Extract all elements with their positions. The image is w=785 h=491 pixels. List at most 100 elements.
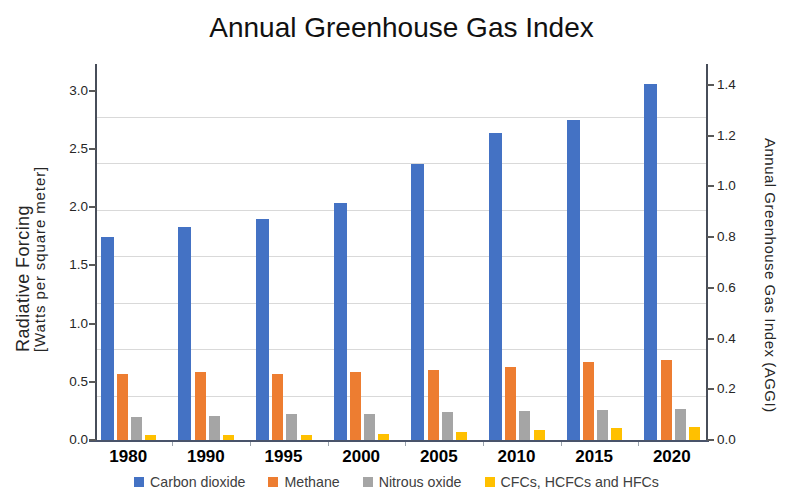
left-axis-tick bbox=[89, 323, 96, 325]
legend-item: Nitrous oxide bbox=[363, 474, 462, 490]
left-axis-tick bbox=[89, 439, 96, 441]
x-axis-line bbox=[89, 440, 709, 442]
gridline bbox=[97, 163, 706, 164]
bar-carbon-dioxide bbox=[644, 84, 657, 440]
bar-methane bbox=[428, 370, 439, 440]
bar-methane bbox=[272, 374, 283, 440]
bar-methane bbox=[505, 367, 516, 440]
x-axis-category-label: 1990 bbox=[176, 448, 236, 466]
left-axis-tick-label: 1.5 bbox=[40, 257, 88, 273]
left-axis-title-line1: Radiative Forcing bbox=[15, 166, 32, 352]
bar-methane bbox=[117, 374, 128, 440]
bar-cfcs-hcfcs-and-hfcs bbox=[456, 432, 467, 440]
bar-carbon-dioxide bbox=[411, 164, 424, 440]
bar-cfcs-hcfcs-and-hfcs bbox=[145, 435, 156, 440]
bar-nitrous-oxide bbox=[131, 417, 142, 440]
right-axis-tick-label: 1.2 bbox=[717, 128, 761, 144]
right-axis-tick-label: 0.6 bbox=[717, 280, 761, 296]
gridline bbox=[97, 117, 706, 118]
left-axis-tick-label: 0.5 bbox=[40, 374, 88, 390]
bar-nitrous-oxide bbox=[519, 411, 530, 440]
left-axis-tick bbox=[89, 381, 96, 383]
right-axis-tick-label: 1.4 bbox=[717, 77, 761, 93]
x-axis-category-label: 2000 bbox=[331, 448, 391, 466]
legend-swatch-icon bbox=[363, 477, 373, 487]
right-axis-tick bbox=[707, 287, 714, 289]
legend-item: Carbon dioxide bbox=[134, 474, 245, 490]
bar-cfcs-hcfcs-and-hfcs bbox=[378, 434, 389, 440]
left-axis-tick-label: 1.0 bbox=[40, 316, 88, 332]
bar-methane bbox=[583, 362, 594, 440]
bar-cfcs-hcfcs-and-hfcs bbox=[689, 427, 700, 440]
bar-carbon-dioxide bbox=[101, 237, 114, 440]
x-axis-tick bbox=[483, 442, 484, 446]
bar-nitrous-oxide bbox=[286, 414, 297, 440]
bar-cfcs-hcfcs-and-hfcs bbox=[534, 430, 545, 440]
right-axis-tick-label: 0.8 bbox=[717, 229, 761, 245]
legend-item: CFCs, HCFCs and HFCs bbox=[485, 474, 659, 490]
x-axis-category-label: 1980 bbox=[98, 448, 158, 466]
left-axis-line bbox=[95, 64, 97, 442]
x-axis-tick bbox=[172, 442, 173, 446]
bar-cfcs-hcfcs-and-hfcs bbox=[611, 428, 622, 440]
bar-methane bbox=[195, 372, 206, 440]
bar-carbon-dioxide bbox=[489, 133, 502, 440]
right-axis-tick-label: 0.4 bbox=[717, 331, 761, 347]
x-axis-tick bbox=[328, 442, 329, 446]
legend-label: Methane bbox=[284, 474, 339, 490]
bar-cfcs-hcfcs-and-hfcs bbox=[223, 435, 234, 440]
left-axis-tick bbox=[89, 264, 96, 266]
right-axis-tick bbox=[707, 185, 714, 187]
bar-nitrous-oxide bbox=[675, 409, 686, 440]
right-axis-tick bbox=[707, 338, 714, 340]
bar-nitrous-oxide bbox=[442, 412, 453, 440]
right-axis-title: Annual Greenhouse Gas Index (AGGI) bbox=[762, 138, 779, 413]
bar-carbon-dioxide bbox=[334, 203, 347, 440]
left-axis-tick-label: 2.5 bbox=[40, 141, 88, 157]
x-axis-tick bbox=[638, 442, 639, 446]
right-axis-tick bbox=[707, 135, 714, 137]
legend-swatch-icon bbox=[485, 477, 495, 487]
left-axis-tick-label: 3.0 bbox=[40, 83, 88, 99]
left-axis-tick-label: 0.0 bbox=[40, 432, 88, 448]
bar-carbon-dioxide bbox=[256, 219, 269, 440]
legend-label: Carbon dioxide bbox=[150, 474, 245, 490]
right-axis-tick bbox=[707, 236, 714, 238]
legend-item: Methane bbox=[268, 474, 339, 490]
x-axis-category-label: 2005 bbox=[409, 448, 469, 466]
right-axis-tick-label: 1.0 bbox=[717, 178, 761, 194]
left-axis-tick bbox=[89, 148, 96, 150]
right-axis-tick bbox=[707, 439, 714, 441]
legend-swatch-icon bbox=[134, 477, 144, 487]
left-axis-tick bbox=[89, 90, 96, 92]
x-axis-tick bbox=[250, 442, 251, 446]
right-axis-line bbox=[706, 64, 708, 442]
right-axis-tick-label: 0.0 bbox=[717, 432, 761, 448]
x-axis-category-label: 1995 bbox=[254, 448, 314, 466]
right-axis-tick bbox=[707, 84, 714, 86]
x-axis-category-label: 2015 bbox=[564, 448, 624, 466]
chart-title: Annual Greenhouse Gas Index bbox=[96, 12, 707, 44]
right-axis-tick-label: 0.2 bbox=[717, 381, 761, 397]
bar-nitrous-oxide bbox=[364, 414, 375, 440]
bar-chart: Annual Greenhouse Gas Index Radiative Fo… bbox=[0, 0, 785, 491]
bar-carbon-dioxide bbox=[567, 120, 580, 440]
x-axis-category-label: 2020 bbox=[642, 448, 702, 466]
legend: Carbon dioxide Methane Nitrous oxide CFCs, … bbox=[8, 474, 785, 490]
right-axis-tick bbox=[707, 388, 714, 390]
legend-label: Nitrous oxide bbox=[379, 474, 462, 490]
bar-nitrous-oxide bbox=[209, 416, 220, 440]
bar-carbon-dioxide bbox=[178, 227, 191, 440]
left-axis-tick-label: 2.0 bbox=[40, 199, 88, 215]
x-axis-tick bbox=[405, 442, 406, 446]
bar-nitrous-oxide bbox=[597, 410, 608, 440]
bar-cfcs-hcfcs-and-hfcs bbox=[301, 435, 312, 440]
x-axis-tick bbox=[561, 442, 562, 446]
bar-methane bbox=[661, 360, 672, 440]
x-axis-category-label: 2010 bbox=[487, 448, 547, 466]
legend-label: CFCs, HCFCs and HFCs bbox=[501, 474, 659, 490]
gridline bbox=[97, 210, 706, 211]
legend-swatch-icon bbox=[268, 477, 278, 487]
left-axis-tick bbox=[89, 206, 96, 208]
bar-methane bbox=[350, 372, 361, 440]
